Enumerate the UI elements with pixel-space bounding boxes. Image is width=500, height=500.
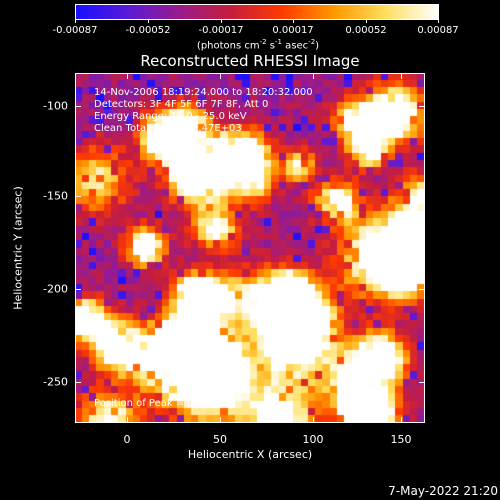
y-tick [75,289,81,290]
x-axis-label: Heliocentric X (arcsec) [187,448,313,461]
peak-position: Position of Peak = [89,-257] [94,398,234,409]
y-tick [419,196,425,197]
x-tick-label: 0 [123,433,131,446]
y-tick-label: -100 [43,99,68,113]
y-tick [75,382,81,383]
plot-date: 7-May-2022 21:20 [388,484,498,498]
info-detectors: Detectors: 3F 4F 5F 6F 7F 8F, Att 0 [94,99,269,110]
colorbar-tick [148,19,149,23]
info-clean-counts: Clean Total counts: 2.47E+03 [94,123,242,134]
colorbar-tick [293,19,294,23]
y-tick [419,289,425,290]
x-tick-label: 50 [213,433,227,446]
colorbar-tick [75,19,76,23]
y-tick [75,196,81,197]
y-tick-label: -150 [43,189,68,203]
plot-frame [75,73,425,423]
x-tick [220,73,221,79]
colorbar-tick-label: -0.00052 [125,25,171,36]
colorbar-tick-label: 0.00017 [272,25,314,36]
colorbar [75,4,439,20]
x-tick-label: 100 [302,433,324,446]
y-axis-label: Heliocentric Y (arcsec) [11,186,25,310]
x-tick [220,417,221,423]
x-tick-label: 150 [390,433,412,446]
y-tick [419,106,425,107]
y-tick [419,382,425,383]
x-tick [401,417,402,423]
x-tick [313,417,314,423]
x-tick [127,73,128,79]
colorbar-tick-label: 0.00052 [345,25,387,36]
colorbar-tick-label: 0.00087 [417,25,459,36]
x-tick [401,73,402,79]
y-tick-label: -200 [43,282,68,296]
colorbar-tick [366,19,367,23]
colorbar-tick [438,19,439,23]
x-tick [127,417,128,423]
colorbar-tick-label: -0.00087 [52,25,98,36]
info-time-range: 14-Nov-2006 18:19:24.000 to 18:20:32.000 [94,87,313,98]
rhessi-image [75,73,425,423]
x-tick [313,73,314,79]
y-tick [75,106,81,107]
colorbar-units: (photons cm-2 s-1 asec-2) [196,38,320,52]
y-tick-label: -250 [43,375,68,389]
plot-title: Reconstructed RHESSI Image [140,52,360,70]
colorbar-tick [221,19,222,23]
info-energy-range: Energy Range: 12.0 - 25.0 keV [94,111,247,122]
colorbar-tick-label: -0.00017 [198,25,244,36]
